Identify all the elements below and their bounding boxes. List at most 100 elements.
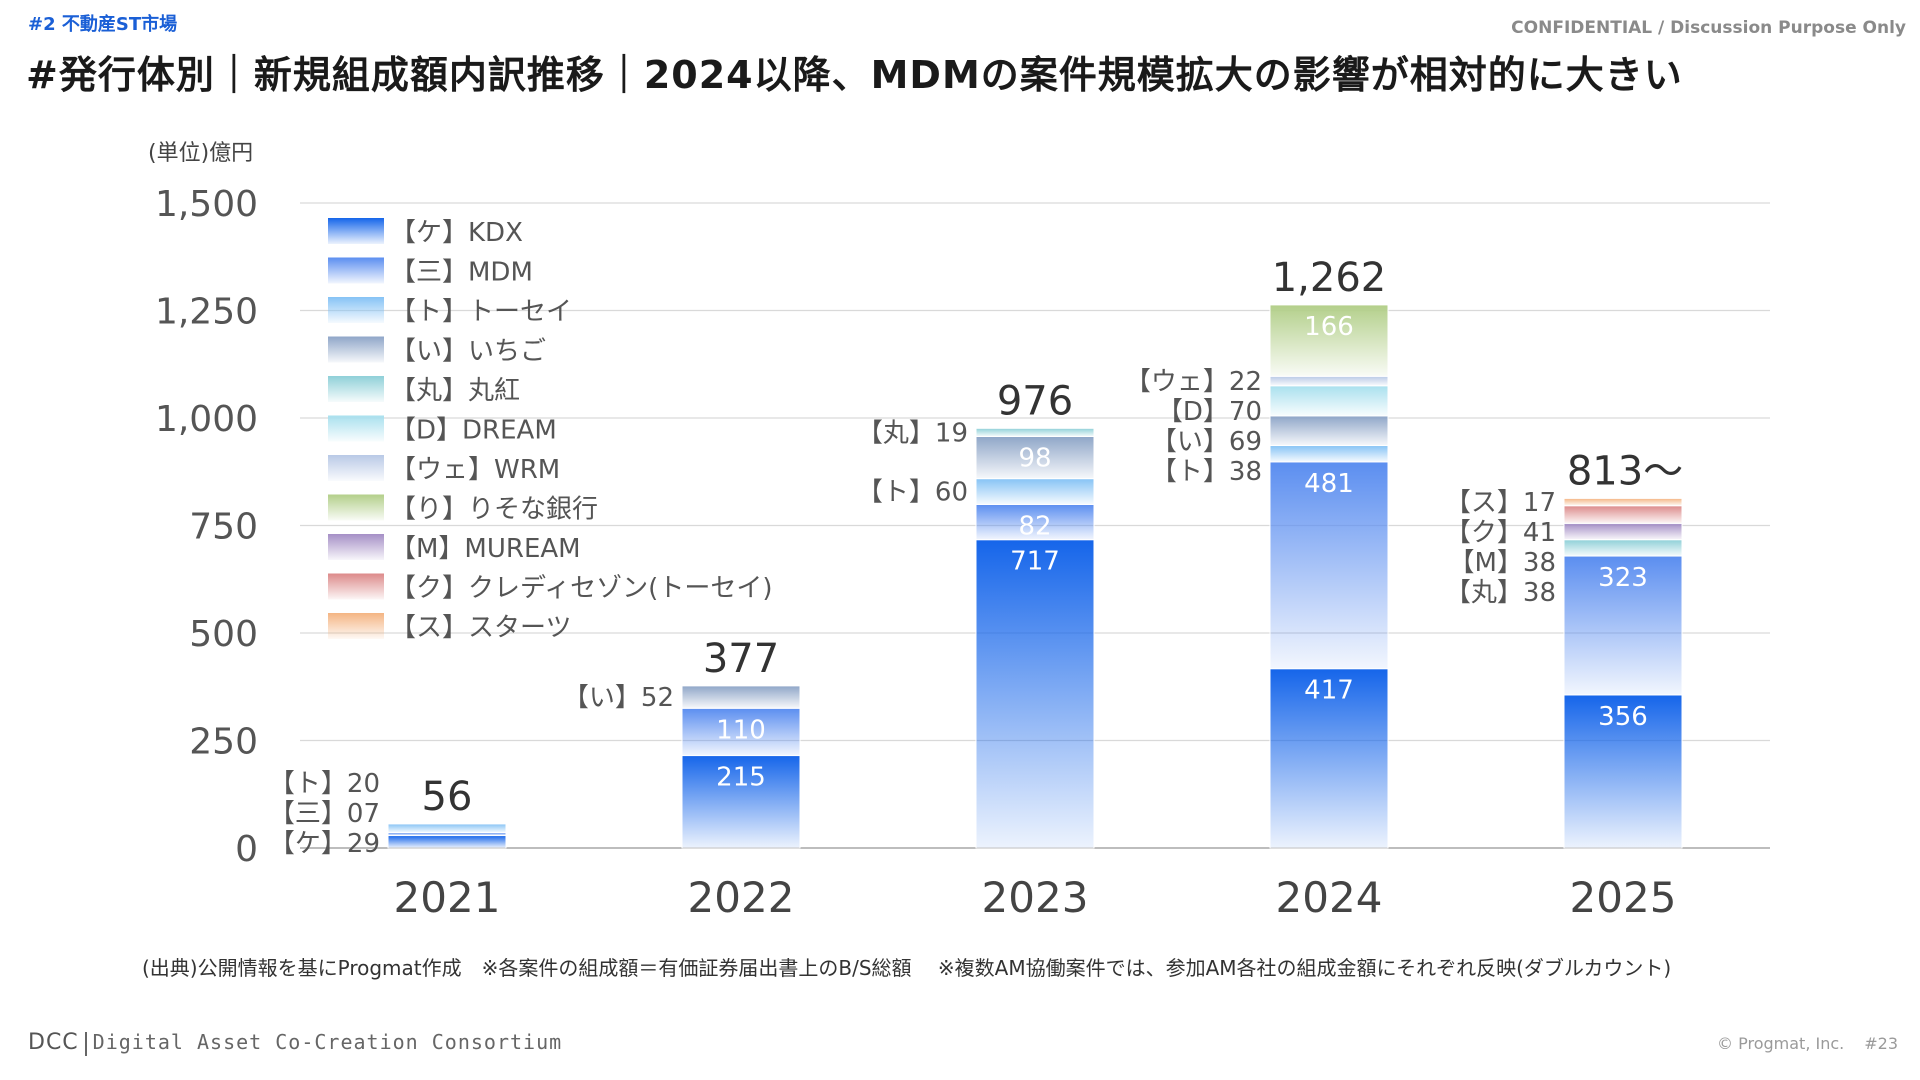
legend-label: 【丸】丸紅 [390, 376, 520, 406]
legend-label: 【D】DREAM [390, 416, 557, 446]
segment-value-label: 215 [716, 763, 766, 793]
bar-segment [1269, 445, 1389, 463]
bar-segment [1269, 375, 1389, 387]
bar-segment [975, 435, 1095, 480]
y-tick-label: 500 [189, 614, 258, 655]
side-value-label: 【ク】41 [1445, 518, 1556, 548]
footer-logo: DCC Digital Asset Co-Creation Consortium [28, 1030, 562, 1056]
y-tick-label: 750 [189, 507, 258, 548]
legend-label: 【ク】クレディセゾン(トーセイ) [390, 574, 772, 604]
segment-value-label: 481 [1304, 469, 1354, 499]
segment-value-label: 166 [1304, 312, 1354, 342]
section-tag: #2 不動産ST市場 [28, 14, 178, 35]
x-tick-label: 2021 [394, 873, 501, 922]
legend-swatch [328, 218, 384, 244]
side-value-label: 【い】52 [563, 683, 674, 713]
legend-swatch [328, 376, 384, 402]
side-value-label: 【ス】17 [1445, 488, 1556, 518]
legend-label: 【三】MDM [390, 258, 533, 288]
source-note: (出典)公開情報を基にProgmat作成 ※各案件の組成額＝有価証券届出書上のB… [142, 956, 1672, 980]
bar-segment [387, 823, 507, 834]
x-tick-label: 2024 [1276, 873, 1383, 922]
segment-value-label: 323 [1598, 563, 1648, 593]
logo-text: DCC [28, 1030, 79, 1055]
total-label: 813〜 [1567, 448, 1683, 494]
total-label: 1,262 [1272, 255, 1387, 301]
legend-swatch [328, 336, 384, 363]
y-tick-label: 1,500 [155, 184, 258, 225]
unit-label: (単位)億円 [148, 141, 253, 166]
legend-swatch [328, 534, 384, 560]
legend-swatch [328, 494, 384, 521]
bar-segment [1269, 461, 1389, 670]
bar-segment [1563, 555, 1683, 696]
copyright: © Progmat, Inc. [1717, 1034, 1845, 1053]
x-tick-label: 2023 [982, 873, 1089, 922]
segment-value-label: 98 [1018, 443, 1051, 473]
confidential-label: CONFIDENTIAL / Discussion Purpose Only [1511, 18, 1906, 38]
y-tick-label: 0 [235, 829, 258, 870]
total-label: 56 [422, 774, 473, 820]
legend-swatch [328, 573, 384, 600]
bar-segment [1269, 415, 1389, 447]
legend-label: 【り】りそな銀行 [390, 495, 598, 525]
segment-value-label: 717 [1010, 547, 1060, 577]
legend-swatch [328, 257, 384, 284]
legend-label: 【ト】トーセイ [390, 297, 572, 327]
footer-right: © Progmat, Inc. #23 [1717, 1034, 1898, 1053]
bars-layer [387, 304, 1683, 849]
legend-swatch [328, 455, 384, 481]
bar-segment [1269, 668, 1389, 849]
bar-segment [387, 835, 507, 849]
side-value-label: 【丸】19 [857, 418, 968, 448]
bar-segment [1563, 539, 1683, 557]
legend-label: 【ケ】KDX [390, 218, 523, 248]
bar-segment [1563, 522, 1683, 541]
segment-value-label: 417 [1304, 676, 1354, 706]
x-tick-label: 2025 [1570, 873, 1677, 922]
side-value-label: 【い】69 [1151, 427, 1262, 457]
y-tick-label: 1,000 [155, 399, 258, 440]
legend-label: 【ス】スターツ [390, 613, 571, 643]
legend-label: 【ウェ】WRM [390, 455, 560, 485]
x-tick-label: 2022 [688, 873, 795, 922]
bar-segment [975, 503, 1095, 541]
side-value-label: 【ト】20 [269, 769, 380, 799]
bar-segment [975, 539, 1095, 849]
segment-value-label: 82 [1018, 511, 1051, 541]
page-title: #発行体別｜新規組成額内訳推移｜2024以降、MDMの案件規模拡大の影響が相対的… [26, 53, 1683, 97]
side-value-label: 【ト】38 [1151, 457, 1262, 487]
side-value-label: 【ケ】29 [269, 829, 380, 859]
legend-swatch [328, 297, 384, 323]
y-tick-label: 250 [189, 722, 258, 763]
bar-segment [1563, 497, 1683, 507]
bar-segment [681, 755, 801, 849]
side-value-label: 【D】70 [1157, 397, 1262, 427]
segment-value-label: 356 [1598, 702, 1648, 732]
legend-swatch [328, 613, 384, 639]
bar-segment [1269, 304, 1389, 377]
side-value-label: 【丸】38 [1445, 578, 1556, 608]
side-value-label: 【M】38 [1448, 548, 1556, 578]
labels-layer: 2021 56 2022 377 2023 976 2024 1,262 2025 813〜 215… [269, 255, 1683, 922]
side-value-label: 【三】07 [269, 799, 380, 829]
total-label: 976 [997, 378, 1073, 424]
legend: 【ケ】KDX 【三】MDM 【ト】トーセイ【い】いちご【丸】丸紅【D】DREAM 【ウ… [328, 218, 772, 643]
segment-value-label: 110 [716, 715, 766, 745]
legend-swatch [328, 415, 384, 442]
side-value-label: 【ト】60 [857, 478, 968, 508]
legend-label: 【M】MUREAM [390, 534, 581, 564]
page-number: #23 [1864, 1034, 1898, 1053]
total-label: 377 [703, 636, 779, 682]
logo-subtext: Digital Asset Co-Creation Consortium [92, 1030, 563, 1054]
bar-segment [1563, 505, 1683, 524]
legend-label: 【い】いちご [390, 337, 546, 367]
bar-segment [681, 685, 801, 709]
y-tick-label: 1,250 [155, 292, 258, 333]
logo-divider [84, 1031, 87, 1056]
bar-segment [975, 478, 1095, 505]
bar-segment [975, 427, 1095, 437]
side-value-label: 【ウェ】22 [1125, 367, 1262, 397]
bar-segment [1269, 385, 1389, 417]
